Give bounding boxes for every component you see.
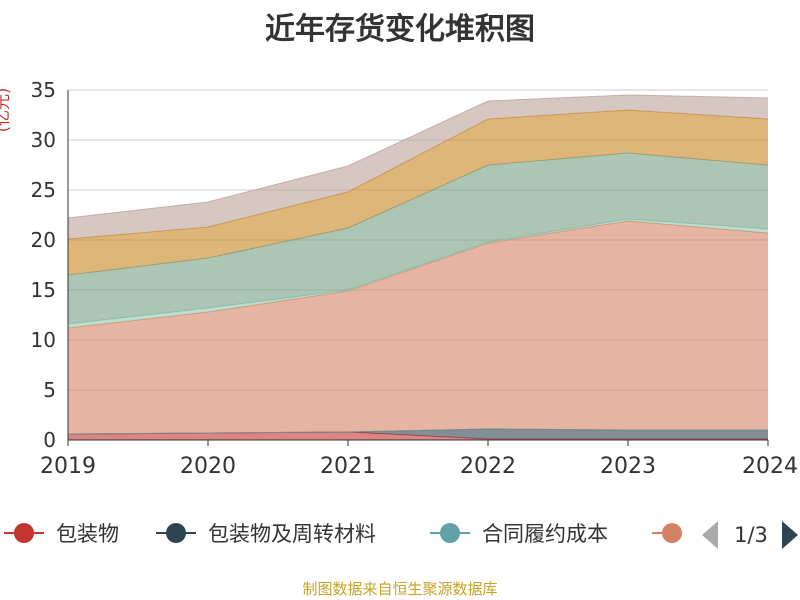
legend-page-indicator: 1/3 [734,523,768,547]
legend-next-page-icon[interactable] [782,521,798,549]
y-tick-label: 10 [31,328,56,352]
y-axis-label: (亿元) [0,88,12,133]
y-tick-label: 5 [43,378,56,402]
y-tick-label: 30 [31,128,56,152]
legend-item[interactable]: 包装物 [4,522,119,546]
source-note: 制图数据来自恒生聚源数据库 [302,580,498,598]
area-series-4 [68,219,768,328]
legend-marker [166,523,186,543]
x-tick-label: 2019 [40,454,96,479]
y-tick-label: 20 [31,228,56,252]
legend-prev-page-icon[interactable] [702,521,718,549]
legend-item[interactable]: 包装物及周转材料 [156,522,376,546]
area-series-5 [68,153,768,324]
y-tick-label: 25 [31,178,56,202]
x-tick-label: 2022 [460,454,516,479]
legend-item[interactable]: 合同履约成本 [430,522,608,546]
area-series-1 [68,429,768,439]
x-tick-label: 2023 [600,454,656,479]
legend-marker [440,523,460,543]
y-tick-label: 15 [31,278,56,302]
area-series-6 [68,110,768,275]
chart-svg: 0 5 10 15 20 25 30 35 2019 2020 2021 2022 2023 2024 (… [0,78,798,549]
y-tick-label: 35 [31,78,56,102]
axis-layer: 0 5 10 15 20 25 30 35 2019 2020 2021 2022 2023 2024 [31,78,798,479]
legend-label: 包装物 [56,522,119,546]
chart-title: 近年存货变化堆积图 [265,12,535,47]
legend-item-partial[interactable] [652,523,692,543]
legend-marker [14,523,34,543]
area-line-7 [67,94,769,219]
legend-label: 合同履约成本 [482,522,608,546]
x-tick-label: 2021 [320,454,376,479]
area-series-7 [68,95,768,239]
y-tick-label: 0 [43,428,56,452]
legend-label: 包装物及周转材料 [208,522,376,546]
x-tick-label: 2020 [180,454,236,479]
area-layer [67,94,769,440]
legend-marker [662,523,682,543]
x-tick-label: 2024 [742,454,798,479]
area-series-3 [68,221,768,434]
legend: 包装物 包装物及周转材料 合同履约成本 1/3 [4,521,798,549]
